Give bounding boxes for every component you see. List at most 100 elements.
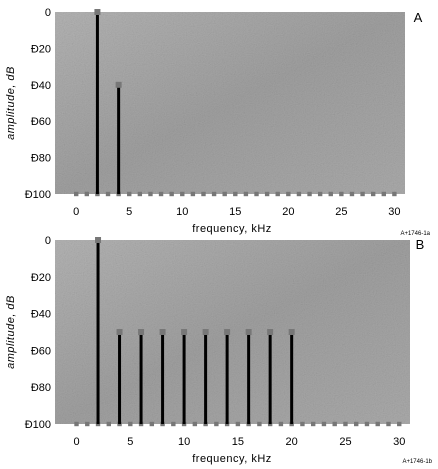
- baseline-marker: [127, 191, 132, 197]
- x-tick-label: 10: [178, 436, 190, 448]
- baseline-marker: [257, 421, 262, 427]
- x-tick-label: 20: [286, 436, 298, 448]
- baseline-marker: [149, 421, 155, 427]
- bar-peak-marker: [181, 329, 188, 335]
- baseline-marker: [397, 421, 402, 427]
- y-axis-label: amplitude, dB: [5, 295, 17, 369]
- baseline-marker: [354, 421, 359, 427]
- baseline-marker: [106, 421, 111, 427]
- x-tick-label: 5: [126, 206, 132, 218]
- x-tick-label: 30: [388, 206, 400, 218]
- y-tick-label: Ð40: [31, 80, 51, 92]
- baseline-marker: [74, 191, 79, 197]
- baseline-marker: [321, 421, 327, 427]
- baseline-marker: [254, 191, 259, 197]
- baseline-marker: [370, 191, 376, 197]
- baseline-marker: [317, 191, 323, 197]
- bar-peak-marker: [267, 329, 274, 335]
- figure-id: A+1746-1a: [400, 231, 430, 237]
- y-tick-label: Ð20: [31, 43, 51, 55]
- baseline-marker: [128, 421, 133, 427]
- baseline-marker: [137, 191, 143, 197]
- baseline-marker: [296, 191, 302, 197]
- bar-peak-marker: [115, 81, 122, 88]
- baseline-marker: [310, 421, 316, 427]
- baseline-marker: [307, 191, 312, 197]
- baseline-marker: [214, 421, 219, 427]
- x-tick-label: 25: [339, 436, 351, 448]
- bar-peak-marker: [116, 329, 123, 335]
- bar-peak-marker: [224, 329, 231, 335]
- bar-peak-marker: [95, 237, 102, 243]
- y-tick-label: Ð100: [25, 419, 51, 431]
- bar-peak-marker: [202, 329, 209, 335]
- figure-id: A+1746-1b: [402, 459, 432, 465]
- bar-peak-marker: [245, 329, 252, 335]
- baseline-marker: [222, 191, 227, 197]
- x-tick-label: 0: [73, 206, 79, 218]
- x-tick-label: 25: [335, 206, 347, 218]
- baseline-marker: [192, 421, 198, 427]
- bar-peak-marker: [288, 329, 295, 335]
- x-tick-label: 10: [176, 206, 188, 218]
- baseline-marker: [364, 421, 370, 427]
- y-tick-label: Ð80: [31, 153, 51, 165]
- x-axis-label: frequency, kHz: [192, 223, 272, 235]
- baseline-marker: [85, 421, 90, 427]
- baseline-marker: [180, 191, 185, 197]
- y-axis-label: amplitude, dB: [5, 66, 17, 140]
- baseline-marker: [300, 421, 305, 427]
- chart-panel-B: 0 5 10 15 20 25 30 0 Ð20 Ð40 Ð60 Ð80 Ð100 frequency, …: [5, 235, 433, 465]
- panel-label: A: [414, 10, 423, 25]
- baseline-marker: [171, 421, 176, 427]
- y-tick-label: 0: [45, 7, 51, 19]
- plot-area: [55, 12, 405, 194]
- baseline-marker: [343, 421, 348, 427]
- baseline-marker: [169, 191, 174, 197]
- baseline-marker: [190, 191, 196, 197]
- bar-peak-marker: [138, 329, 145, 335]
- x-tick-label: 0: [73, 436, 79, 448]
- x-axis-label: frequency, kHz: [192, 453, 272, 465]
- bar-peak-marker: [159, 329, 166, 335]
- baseline-marker: [201, 191, 206, 197]
- baseline-marker: [375, 421, 380, 427]
- bar-peak-marker: [94, 9, 101, 15]
- y-tick-label: Ð100: [25, 189, 51, 201]
- x-tick-label: 30: [393, 436, 405, 448]
- baseline-marker: [278, 421, 284, 427]
- baseline-marker: [349, 191, 355, 197]
- x-tick-label: 5: [127, 436, 133, 448]
- baseline-marker: [84, 191, 90, 197]
- baseline-marker: [74, 421, 79, 427]
- y-tick-label: Ð80: [31, 382, 51, 394]
- baseline-marker: [275, 191, 280, 197]
- y-tick-label: 0: [45, 235, 51, 247]
- baseline-marker: [158, 191, 164, 197]
- baseline-marker: [233, 191, 238, 197]
- chart-panel-A: 0 5 10 15 20 25 30 0 Ð20 Ð40 Ð60 Ð80 Ð100 frequency, …: [5, 7, 431, 237]
- y-tick-label: Ð60: [31, 345, 51, 357]
- baseline-marker: [360, 191, 365, 197]
- x-tick-label: 15: [232, 436, 244, 448]
- x-tick-label: 20: [282, 206, 294, 218]
- baseline-marker: [286, 191, 291, 197]
- baseline-marker: [264, 191, 270, 197]
- baseline-marker: [386, 421, 391, 427]
- baseline-marker: [243, 191, 249, 197]
- y-tick-label: Ð20: [31, 272, 51, 284]
- y-tick-label: Ð60: [31, 116, 51, 128]
- baseline-marker: [328, 191, 333, 197]
- baseline-marker: [381, 191, 386, 197]
- baseline-marker: [235, 421, 241, 427]
- panel-label: B: [416, 237, 425, 252]
- plot-area: [55, 240, 410, 424]
- baseline-marker: [148, 191, 153, 197]
- baseline-marker: [105, 191, 111, 197]
- y-tick-label: Ð40: [31, 309, 51, 321]
- x-tick-label: 15: [229, 206, 241, 218]
- baseline-marker: [332, 421, 337, 427]
- baseline-marker: [211, 191, 217, 197]
- baseline-marker: [392, 191, 397, 197]
